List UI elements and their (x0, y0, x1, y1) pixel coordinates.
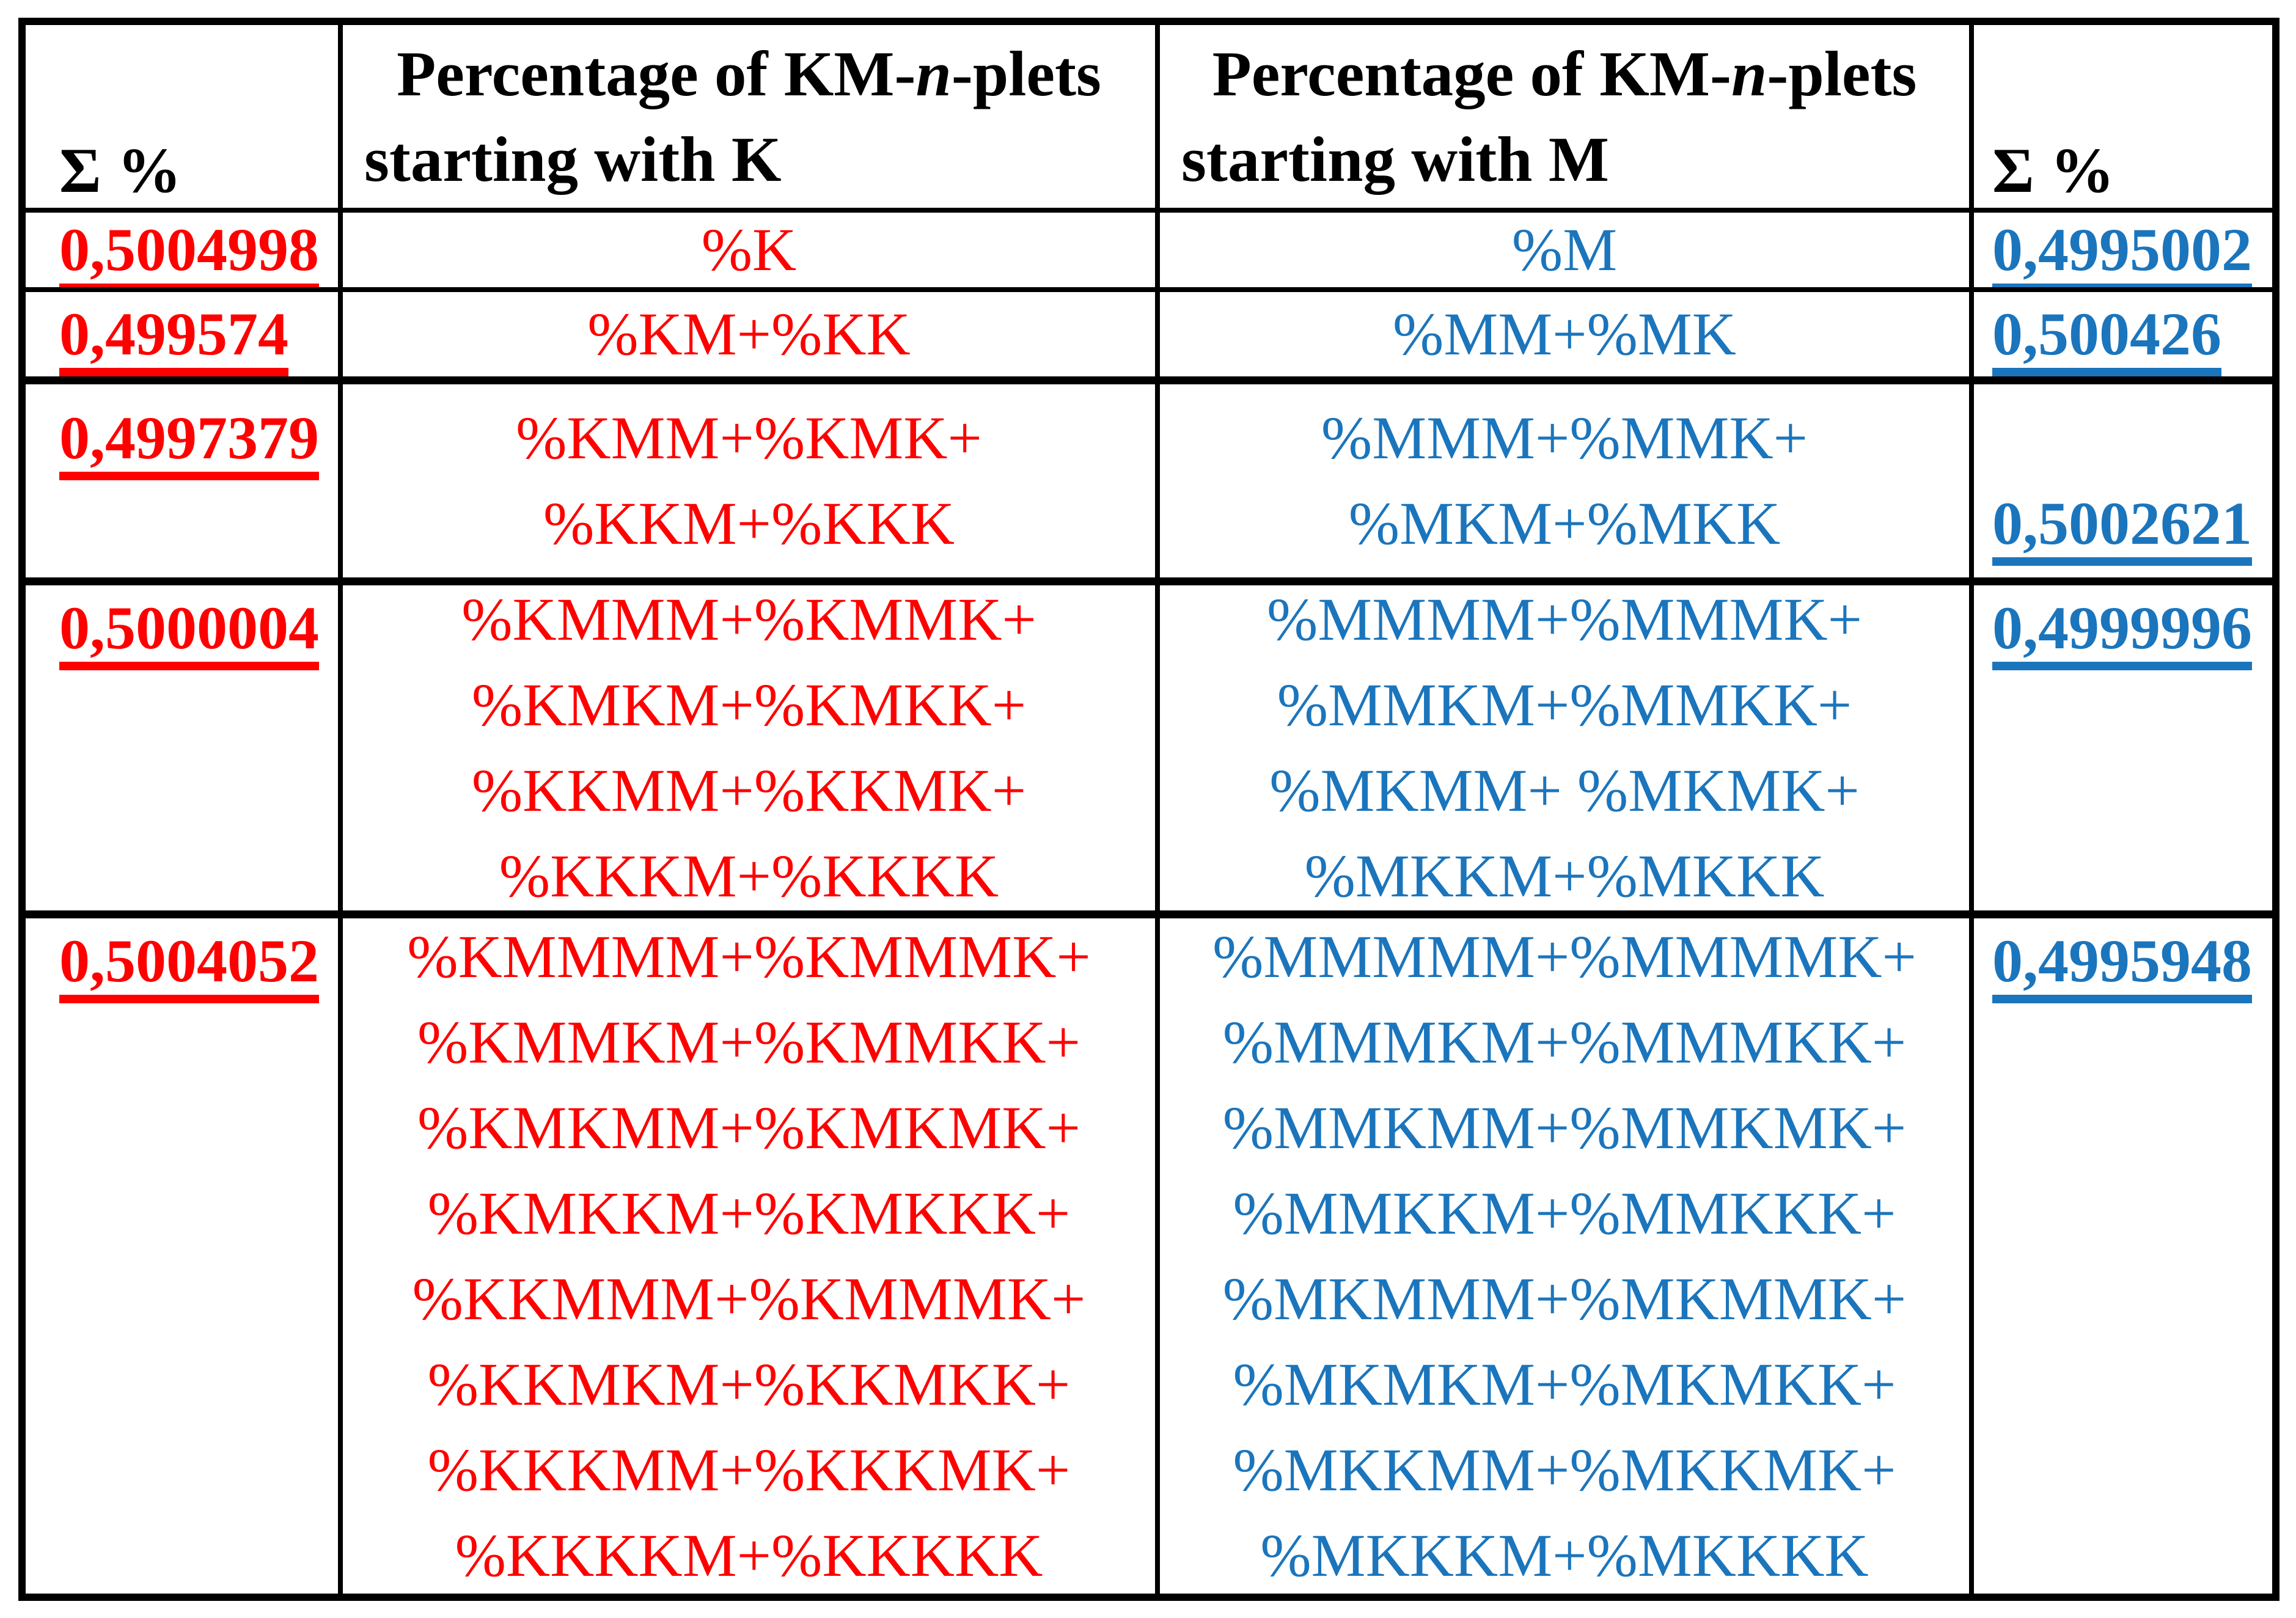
formula-line: %KKMMM+%KMMMK+ (412, 1264, 1086, 1333)
row-4-k-formulas-cell: %KMMM+%KMMK+ %KMKM+%KMKK+ %KKMM+%KKMK+ %… (338, 577, 1155, 910)
formula-line: %MMKMM+%MMKMK+ (1222, 1093, 1907, 1162)
row-3-k-formulas-cell: %KMM+%KMK+ %KKM+%KKK (338, 376, 1155, 577)
row-4-m-formulas-cell: %MMMM+%MMMK+ %MMKM+%MMKK+ %MKMM+ %MKMK+ … (1155, 577, 1969, 910)
sum-value: 0,5004998 (59, 216, 319, 292)
italic-n: n (915, 37, 952, 109)
formula-line: %KKM+%KKK (543, 489, 955, 557)
header-col-k-title: Percentage of KM-n-plets (397, 37, 1101, 109)
sum-value: 0,500426 (1992, 301, 2221, 376)
row-1-sum-k-cell: 0,5004998 (26, 208, 338, 292)
row-5-m-formulas-cell: %MMMMM+%MMMMK+ %MMMKM+%MMMKK+ %MMKMM+%MM… (1155, 910, 1969, 1594)
sum-value: 0,499574 (59, 301, 288, 376)
header-col-m-cell: Percentage of KM-n-plets starting with M (1155, 25, 1969, 208)
row-2-k-formulas-cell: %KM+%KK (338, 287, 1155, 376)
formula-line: %MMMM+%MMMK+ (1266, 585, 1863, 653)
formula-line: %KMKMM+%KMKMK+ (417, 1093, 1081, 1162)
formula-line: %MKKKM+%MKKKK (1260, 1521, 1869, 1589)
row-5-k-formulas-cell: %KMMMM+%KMMMK+ %KMMKM+%KMMKK+ %KMKMM+%KM… (338, 910, 1155, 1594)
formula-line: %KM+%KK (587, 300, 911, 368)
formula-line: %KKKM+%KKKK (499, 842, 999, 910)
row-5-sum-m-cell: 0,4995948 (1969, 910, 2272, 1594)
row-2-sum-k-cell: 0,499574 (26, 287, 338, 376)
formula-line: %KKKKM+%KKKKK (455, 1521, 1043, 1589)
row-5-sum-k-cell: 0,5004052 (26, 910, 338, 1594)
row-1-m-formulas-cell: %M (1155, 208, 1969, 287)
row-4-sum-m-cell: 0,4999996 (1969, 577, 2272, 910)
row-4-sum-k-cell: 0,5000004 (26, 577, 338, 910)
formula-line: %KKMM+%KKMK+ (471, 756, 1027, 824)
row-3-sum-m-cell: 0,5002621 (1969, 376, 2272, 577)
row-1-sum-m-cell: 0,4995002 (1969, 208, 2272, 292)
formula-line: %MMM+%MMK+ (1321, 404, 1808, 472)
formula-line: %MKKM+%MKKK (1304, 842, 1825, 910)
sum-value: 0,4999996 (1992, 595, 2252, 670)
sum-value: 0,4997379 (59, 405, 319, 480)
formula-line: %MKMKM+%MKMKK+ (1233, 1350, 1896, 1418)
formula-line: %M (1511, 216, 1618, 284)
sigma-percent-label: Σ % (59, 134, 182, 206)
formula-line: %MKMMM+%MKMMK+ (1222, 1264, 1907, 1333)
formula-line: %KMMMM+%KMMMK+ (407, 922, 1091, 990)
header-col-m-subtitle: starting with M (1181, 123, 1609, 195)
sum-value: 0,5004052 (59, 928, 319, 1003)
header-col-k-cell: Percentage of KM-n-plets starting with K (338, 25, 1155, 208)
header-col-k-subtitle: starting with K (364, 123, 782, 195)
sum-value: 0,4995948 (1992, 928, 2252, 1003)
formula-line: %KMKM+%KMKK+ (471, 671, 1027, 739)
formula-line: %MMKKM+%MMKKK+ (1233, 1179, 1896, 1247)
formula-line: %KMM+%KMK+ (516, 404, 982, 472)
km-nplet-percentage-table: Σ % Percentage of KM-n-plets starting wi… (18, 18, 2279, 1601)
formula-line: %MM+%MK (1393, 300, 1736, 368)
formula-line: %MMKM+%MMKK+ (1277, 671, 1852, 739)
italic-n: n (1731, 37, 1767, 109)
formula-line: %MMMKM+%MMMKK+ (1222, 1008, 1907, 1076)
formula-line: %MKM+%MKK (1348, 489, 1781, 557)
header-sigma-left-cell: Σ % (26, 25, 338, 208)
formula-line: %KMMKM+%KMMKK+ (417, 1008, 1081, 1076)
row-3-sum-k-cell: 0,4997379 (26, 376, 338, 577)
formula-line: %MKMM+ %MKMK+ (1269, 756, 1860, 824)
sum-value: 0,5002621 (1992, 490, 2252, 566)
formula-line: %K (701, 216, 797, 284)
header-col-m-title: Percentage of KM-n-plets (1212, 37, 1917, 109)
row-1-k-formulas-cell: %K (338, 208, 1155, 287)
sum-value: 0,5000004 (59, 595, 319, 670)
row-3-m-formulas-cell: %MMM+%MMK+ %MKM+%MKK (1155, 376, 1969, 577)
formula-line: %MKKMM+%MKKMK+ (1233, 1435, 1896, 1504)
formula-line: %KMMM+%KMMK+ (461, 585, 1036, 653)
sigma-percent-label: Σ % (1992, 134, 2114, 206)
formula-line: %KKMKM+%KKMKK+ (427, 1350, 1071, 1418)
row-2-m-formulas-cell: %MM+%MK (1155, 287, 1969, 376)
sum-value: 0,4995002 (1992, 216, 2252, 292)
row-2-sum-m-cell: 0,500426 (1969, 287, 2272, 376)
formula-line: %KKKMM+%KKKMK+ (427, 1435, 1071, 1504)
formula-line: %KMKKM+%KMKKK+ (427, 1179, 1071, 1247)
header-sigma-right-cell: Σ % (1969, 25, 2272, 208)
formula-line: %MMMMM+%MMMMK+ (1212, 922, 1916, 990)
